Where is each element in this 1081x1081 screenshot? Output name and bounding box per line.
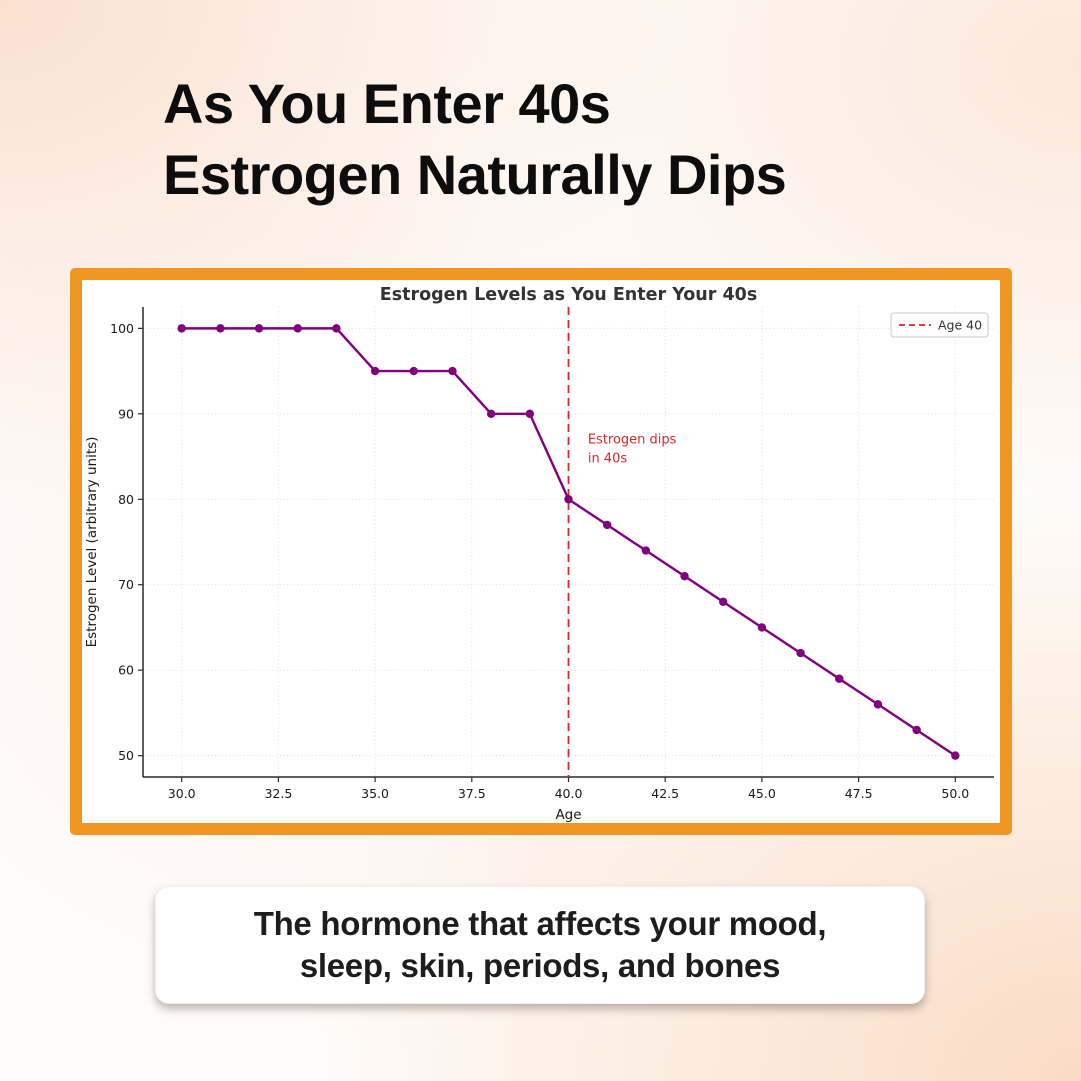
- x-tick-label: 40.0: [555, 786, 583, 801]
- data-point: [951, 751, 960, 760]
- estrogen-chart-card: 30.0 32.5 35.0 37.5 40.0 42.5 45.0 47.5 50.0 50 60…: [70, 268, 1012, 835]
- page-title: As You Enter 40s Estrogen Naturally Dips: [163, 68, 1023, 210]
- y-tick-label: 70: [118, 577, 134, 592]
- data-point: [873, 700, 883, 709]
- estrogen-line-chart: 30.0 32.5 35.0 37.5 40.0 42.5 45.0 47.5 50.0 50 60…: [84, 285, 994, 823]
- data-point: [757, 623, 767, 632]
- x-tick-label: 37.5: [458, 786, 486, 801]
- data-point: [602, 520, 612, 530]
- x-tick-label: 42.5: [651, 786, 679, 801]
- caption-card: The hormone that affects your mood, slee…: [155, 886, 925, 1004]
- page-title-line2: Estrogen Naturally Dips: [163, 143, 787, 206]
- data-point: [525, 409, 535, 419]
- legend-label: Age 40: [938, 318, 982, 333]
- data-point: [719, 597, 728, 607]
- x-tick-label: 47.5: [845, 786, 873, 801]
- y-tick-label: 60: [118, 663, 134, 678]
- data-point: [254, 324, 264, 333]
- x-tick-label: 30.0: [168, 786, 196, 801]
- estrogen-dips-annotation: Estrogen dips in 40s: [588, 433, 677, 467]
- page-title-line1: As You Enter 40s: [163, 72, 611, 135]
- x-tick-label: 45.0: [748, 786, 776, 801]
- y-tick-label: 100: [110, 321, 134, 336]
- data-point: [912, 725, 921, 735]
- annotation-line: in 40s: [588, 452, 628, 467]
- data-point: [796, 648, 805, 658]
- x-tick-label: 35.0: [361, 786, 389, 801]
- chart-legend: Age 40: [890, 312, 989, 338]
- x-tick-label: 50.0: [941, 786, 969, 801]
- x-axis-label: Age: [555, 807, 581, 823]
- chart-title: Estrogen Levels as You Enter Your 40s: [380, 285, 758, 305]
- caption-line1: The hormone that affects your mood,: [253, 905, 827, 942]
- caption-line2: sleep, skin, periods, and bones: [299, 947, 781, 984]
- annotation-line: Estrogen dips: [588, 433, 677, 448]
- data-point: [293, 324, 302, 333]
- y-tick-label: 80: [118, 492, 134, 507]
- data-point: [332, 324, 341, 333]
- data-point: [448, 366, 457, 376]
- data-point: [680, 571, 689, 581]
- data-point: [564, 495, 573, 504]
- y-axis-label: Estrogen Level (arbitrary units): [84, 437, 100, 648]
- data-point: [486, 409, 496, 419]
- x-tick-label: 32.5: [264, 786, 292, 801]
- chart-ticks: [138, 327, 956, 782]
- estrogen-series-markers: [177, 324, 960, 760]
- data-point: [216, 324, 225, 333]
- chart-tick-labels: 30.0 32.5 35.0 37.5 40.0 42.5 45.0 47.5 50.0 50 60…: [110, 321, 969, 801]
- data-point: [409, 366, 418, 376]
- y-tick-label: 90: [118, 406, 134, 421]
- data-point: [370, 366, 380, 376]
- y-tick-label: 50: [118, 748, 134, 763]
- data-point: [835, 674, 844, 683]
- data-point: [177, 324, 186, 333]
- data-point: [641, 546, 651, 555]
